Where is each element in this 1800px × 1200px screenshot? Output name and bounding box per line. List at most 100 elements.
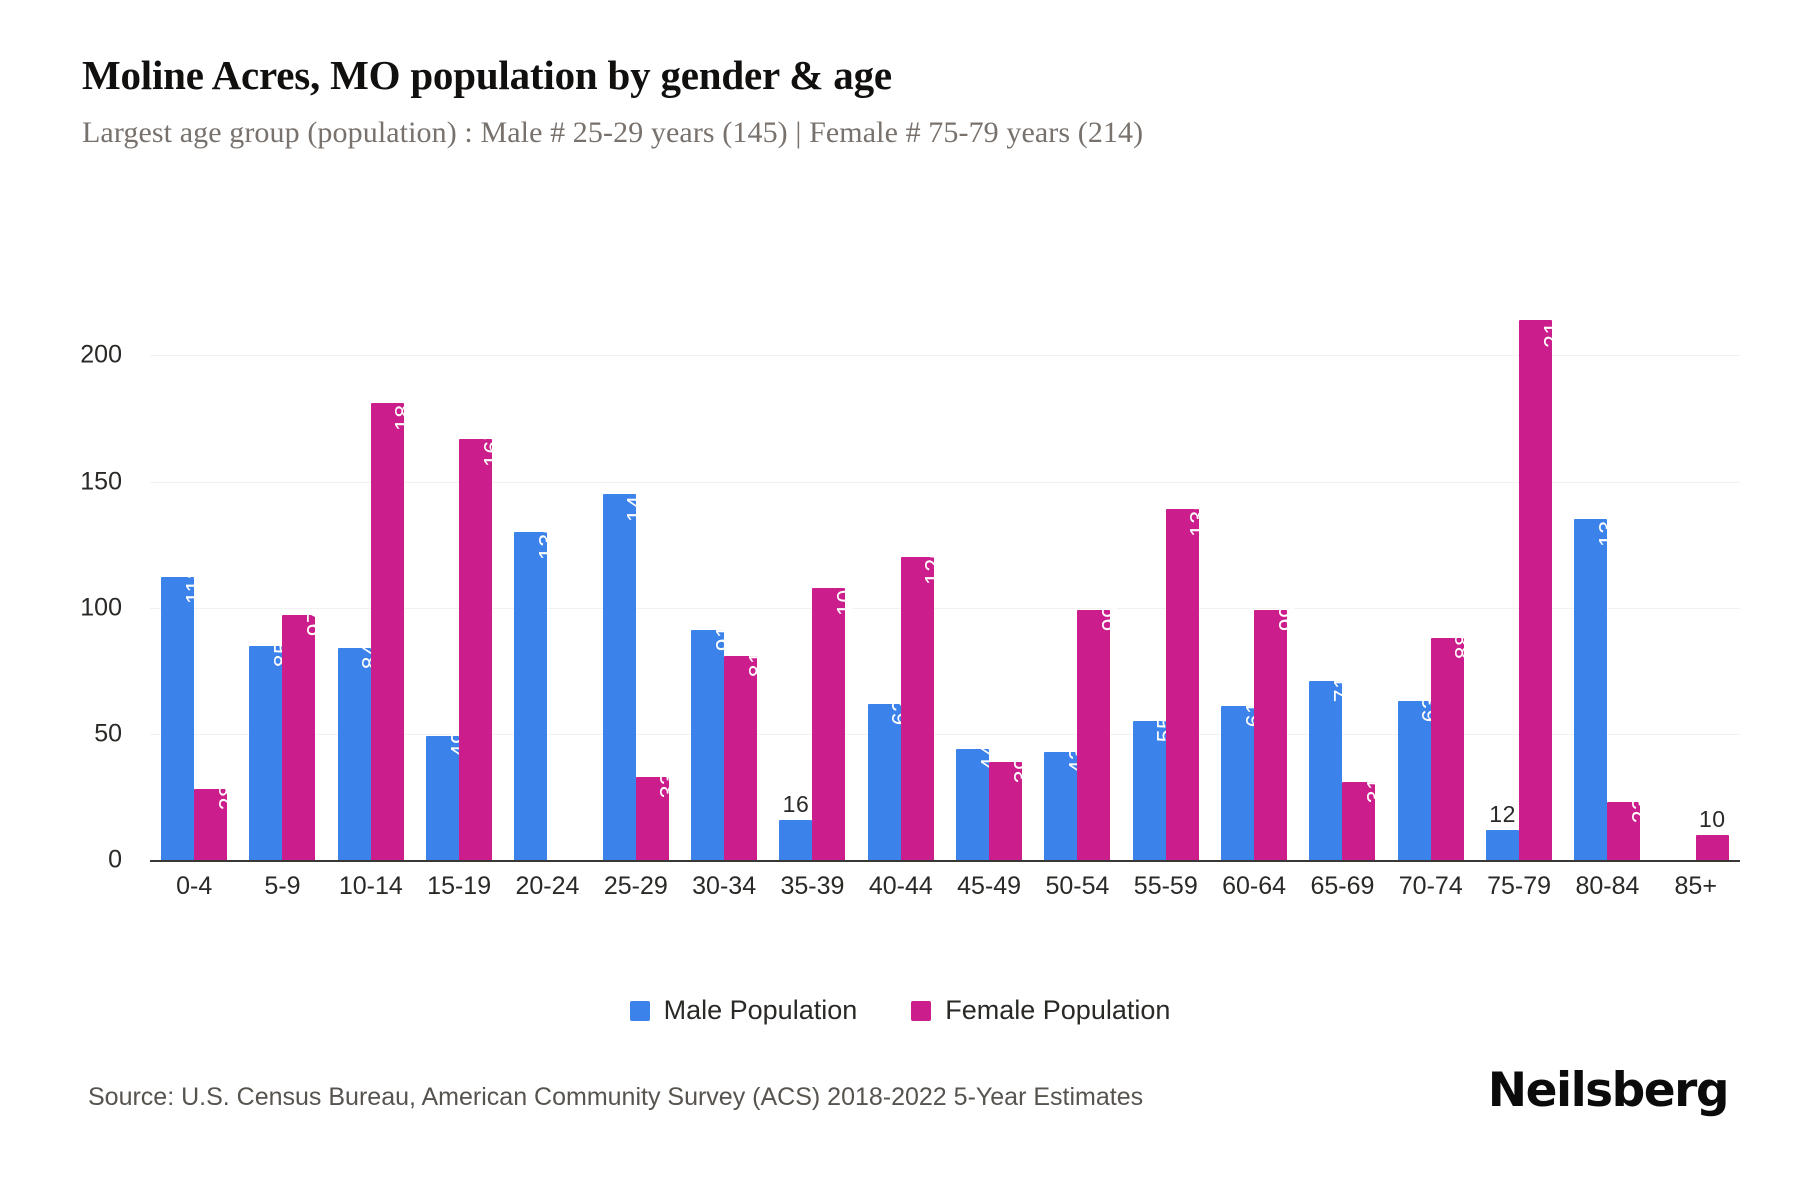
bar-value-label: 112 <box>180 566 207 605</box>
x-axis-tick-label: 25-29 <box>603 872 668 900</box>
x-axis-tick-label: 5-9 <box>264 872 301 900</box>
y-axis: 0 50 100 150 200 <box>0 300 150 874</box>
bar-group: 91 81 <box>680 300 770 860</box>
gridlines <box>150 300 1740 862</box>
bar-female[interactable]: 120 <box>900 545 946 860</box>
bar-value-label: 16 <box>782 790 810 817</box>
x-axis-tick-label: 50-54 <box>1045 872 1110 900</box>
x-axis-tick-label: 55-59 <box>1133 872 1198 900</box>
x-axis-tick-label: 0-4 <box>176 872 213 900</box>
y-axis-tick-label: 200 <box>80 340 122 369</box>
x-axis-tick-label: 65-69 <box>1310 872 1375 900</box>
bar-male[interactable]: 43 <box>1044 746 1090 860</box>
bar-female[interactable]: 167 <box>459 427 505 860</box>
x-axis-tick-label: 30-34 <box>692 872 757 900</box>
chart-header: Moline Acres, MO population by gender & … <box>82 52 1722 151</box>
bar-male[interactable]: 49 <box>426 731 472 860</box>
bar-female[interactable]: 108 <box>812 576 858 860</box>
bar-female[interactable]: 33 <box>635 771 681 860</box>
bar-male[interactable]: 112 <box>161 566 207 860</box>
bar-female[interactable]: 28 <box>194 784 240 860</box>
x-axis-tick-label: 45-49 <box>957 872 1022 900</box>
bar-group: 49167 <box>415 300 505 860</box>
bar-female[interactable]: 88 <box>1430 633 1476 860</box>
bar-female[interactable]: 39 <box>989 756 1035 860</box>
axis-baseline <box>150 860 1740 862</box>
bar-male[interactable]: 61 <box>1221 701 1267 860</box>
bar-male[interactable]: 16 <box>779 792 813 860</box>
bar-female[interactable]: 99 <box>1254 605 1300 860</box>
bar-female[interactable]: 31 <box>1342 777 1388 860</box>
x-axis: 0-4 5-9 10-14 15-19 20-24 25-29 30-34 35-39 40-4… <box>150 872 1740 901</box>
bar-male[interactable]: 55 <box>1132 716 1178 860</box>
bar-male[interactable]: 62 <box>867 698 913 860</box>
x-axis-tick-label: 40-44 <box>868 872 933 900</box>
bar-value-label: 10 <box>1698 805 1726 832</box>
bar-male[interactable]: 135 <box>1574 508 1620 860</box>
bar-group: 135 23 <box>1563 300 1653 860</box>
bar-female[interactable]: 97 <box>282 610 328 860</box>
x-axis-tick-label: 80-84 <box>1575 872 1640 900</box>
chart-footer: Source: U.S. Census Bureau, American Com… <box>0 1063 1800 1145</box>
x-axis-tick-label: 60-64 <box>1222 872 1287 900</box>
x-axis-tick-label: 85+ <box>1674 872 1717 900</box>
gridline <box>150 481 1740 483</box>
bar-group: 71 31 <box>1298 300 1388 860</box>
bar-value-label: 71 <box>1328 675 1355 703</box>
bar-value-label: 91 <box>710 625 737 652</box>
bar-group: 55139 <box>1122 300 1211 860</box>
y-axis-tick-label: 50 <box>94 719 122 748</box>
bar-group: 62120 <box>857 300 946 860</box>
x-axis-tick-label: 10-14 <box>338 872 403 900</box>
x-axis-tick-label: 75-79 <box>1487 872 1552 900</box>
bar-female[interactable]: 10 <box>1695 807 1729 860</box>
y-axis-tick-label: 0 <box>108 845 122 874</box>
legend-swatch-female-icon <box>911 1000 932 1021</box>
bar-female[interactable]: 23 <box>1607 797 1653 860</box>
legend-item-male[interactable]: Male Population <box>629 995 858 1026</box>
bar-male[interactable]: 12 <box>1486 802 1520 860</box>
source-note: Source: U.S. Census Bureau, American Com… <box>88 1083 1144 1111</box>
bar-value-label: 130 <box>533 520 560 561</box>
legend-label-male: Male Population <box>663 995 858 1025</box>
x-axis-tick-label: 15-19 <box>427 872 492 900</box>
bar-group: 6388 <box>1387 300 1476 860</box>
legend-item-female[interactable]: Female Population <box>911 995 1170 1026</box>
bar-group: 16 108 <box>768 300 858 860</box>
y-axis-tick-label: 150 <box>80 467 122 496</box>
bar-male[interactable]: 63 <box>1397 696 1443 860</box>
gridline <box>150 607 1740 609</box>
bar-female[interactable]: 99 <box>1077 605 1123 860</box>
bar-female[interactable]: 214 <box>1519 308 1565 860</box>
bar-male[interactable]: 91 <box>691 625 737 860</box>
chart-legend: Male Population Female Population <box>0 995 1800 1026</box>
bar-groups: 1122885978418149167130145339181161086212… <box>150 300 1740 860</box>
x-axis-tick-label: 70-74 <box>1398 872 1463 900</box>
bar-value-label: 12 <box>1489 800 1516 827</box>
plot-area: 0 50 100 150 200 112 2885978418149167 130 145 33… <box>0 300 1800 920</box>
gridline <box>150 733 1740 735</box>
bar-male[interactable]: 44 <box>956 744 1002 860</box>
bar-male[interactable]: 85 <box>249 640 295 860</box>
bar-value-label: 145 <box>622 482 649 523</box>
bar-male[interactable]: 84 <box>337 643 383 860</box>
bar-group: 44 39 <box>945 300 1035 860</box>
bar-female[interactable]: 181 <box>370 392 416 860</box>
bar-group: 145 33 <box>592 300 681 860</box>
bar-group: 6199 <box>1210 300 1300 860</box>
page-title: Moline Acres, MO population by gender & … <box>82 52 892 98</box>
chart-subtitle: Largest age group (population) : Male # … <box>82 116 1144 150</box>
bar-group: 130 <box>503 300 591 860</box>
bar-group: 8597 <box>238 300 328 860</box>
bar-male[interactable]: 130 <box>514 520 560 860</box>
bar-male[interactable]: 145 <box>602 482 648 860</box>
bar-group: 10 <box>1652 300 1740 860</box>
bar-male[interactable]: 71 <box>1309 676 1355 860</box>
x-axis-tick-label: 20-24 <box>515 872 580 900</box>
bar-female[interactable]: 139 <box>1165 497 1211 860</box>
bar-female[interactable]: 81 <box>724 650 770 860</box>
bar-group: 12 214 <box>1475 300 1565 860</box>
x-axis-tick-label: 35-39 <box>780 872 845 900</box>
